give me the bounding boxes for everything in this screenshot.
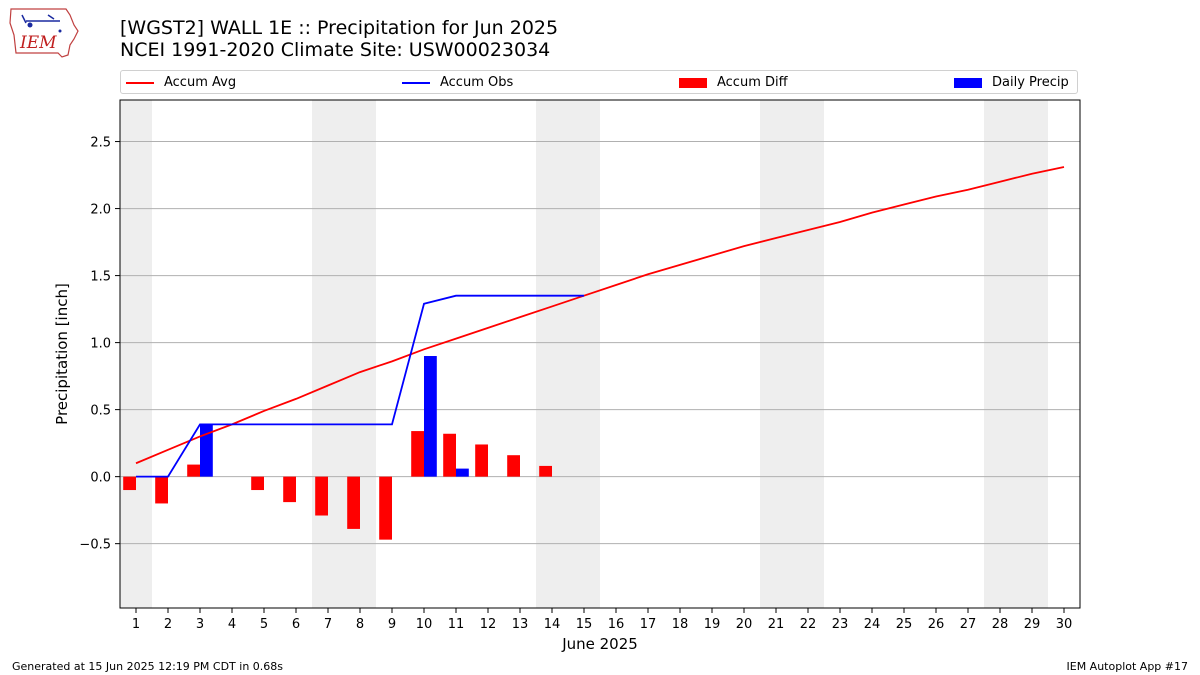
daily-precip-bar <box>200 424 213 477</box>
legend-daily-precip: Daily Precip <box>954 74 1069 92</box>
chart-title: [WGST2] WALL 1E :: Precipitation for Jun… <box>120 17 558 61</box>
weekend-band <box>760 100 824 608</box>
x-tick-label: 26 <box>928 617 945 632</box>
x-tick-label: 27 <box>960 617 977 632</box>
diff-bar <box>283 476 296 503</box>
weekend-band <box>536 100 600 608</box>
x-tick-label: 13 <box>512 617 529 632</box>
legend-swatch-accum-avg <box>126 81 154 84</box>
x-tick-label: 19 <box>704 617 721 632</box>
iem-logo: IEM <box>9 8 79 58</box>
x-tick-label: 20 <box>736 617 753 632</box>
legend-swatch-daily-precip <box>954 77 982 88</box>
x-tick-label: 24 <box>864 617 881 632</box>
y-tick-label: 0.5 <box>90 404 111 419</box>
logo-text: IEM <box>19 33 57 53</box>
x-tick-label: 1 <box>132 617 140 632</box>
x-tick-label: 25 <box>896 617 913 632</box>
diff-bar <box>379 476 392 540</box>
y-tick-label: 0.0 <box>90 471 111 486</box>
y-tick-label: 1.0 <box>90 337 111 352</box>
x-tick-label: 2 <box>164 617 172 632</box>
diff-bar <box>123 476 136 491</box>
x-tick-label: 21 <box>768 617 785 632</box>
accum-obs-line <box>136 294 584 478</box>
x-tick-label: 4 <box>228 617 236 632</box>
legend-accum-diff: Accum Diff <box>679 74 788 92</box>
chart-legend: Accum Avg Accum Obs Accum Diff Daily Pre… <box>120 70 1078 94</box>
weekend-band <box>984 100 1048 608</box>
accum-avg-line <box>135 166 1065 465</box>
plot-frame <box>119 99 1081 609</box>
diff-bar <box>187 464 200 477</box>
diff-bar <box>475 444 488 477</box>
diff-bar <box>411 431 424 477</box>
y-tick-label: 2.0 <box>90 203 111 218</box>
footer-app: IEM Autoplot App #17 <box>1066 660 1189 673</box>
legend-label-accum-avg: Accum Avg <box>164 75 237 90</box>
legend-accum-obs: Accum Obs <box>402 74 513 92</box>
x-tick-label: 10 <box>416 617 433 632</box>
x-tick-label: 9 <box>388 617 396 632</box>
x-tick-label: 7 <box>324 617 332 632</box>
x-tick-label: 23 <box>832 617 849 632</box>
x-axis-label: June 2025 <box>561 635 638 653</box>
legend-swatch-accum-obs <box>402 81 430 84</box>
x-tick-label: 14 <box>544 617 561 632</box>
weather-symbols-icon <box>21 14 60 24</box>
title-line-1: [WGST2] WALL 1E :: Precipitation for Jun… <box>120 17 559 39</box>
diff-bar <box>251 476 264 491</box>
x-tick-label: 12 <box>480 617 497 632</box>
legend-label-accum-diff: Accum Diff <box>717 75 788 90</box>
x-tick-label: 16 <box>608 617 625 632</box>
legend-label-daily-precip: Daily Precip <box>992 75 1069 90</box>
footer-generated: Generated at 15 Jun 2025 12:19 PM CDT in… <box>12 660 284 673</box>
weekend-band <box>312 100 376 608</box>
x-tick-label: 29 <box>1024 617 1041 632</box>
x-tick-label: 18 <box>672 617 689 632</box>
diff-bar <box>507 455 520 477</box>
iowa-outline-icon <box>9 8 79 58</box>
diff-bar <box>155 476 168 504</box>
x-tick-label: 15 <box>576 617 593 632</box>
daily-precip-bar <box>424 356 437 477</box>
x-tick-label: 5 <box>260 617 268 632</box>
diff-bar <box>315 476 328 516</box>
x-tick-label: 30 <box>1056 617 1073 632</box>
x-tick-label: 22 <box>800 617 817 632</box>
legend-swatch-accum-diff <box>679 77 707 88</box>
x-tick-label: 3 <box>196 617 204 632</box>
diff-bar <box>443 433 456 477</box>
x-tick-label: 6 <box>292 617 300 632</box>
x-tick-label: 11 <box>448 617 465 632</box>
diff-bar <box>347 476 360 529</box>
title-line-2: NCEI 1991-2020 Climate Site: USW00023034 <box>120 39 551 61</box>
x-tick-label: 17 <box>640 617 657 632</box>
diff-bar <box>539 465 552 477</box>
legend-label-accum-obs: Accum Obs <box>440 75 514 90</box>
x-tick-label: 28 <box>992 617 1009 632</box>
y-tick-label: −0.5 <box>79 538 111 553</box>
y-axis-label: Precipitation [inch] <box>53 283 71 425</box>
weekend-band <box>120 100 152 608</box>
y-tick-label: 1.5 <box>90 270 111 285</box>
daily-precip-bar <box>456 468 469 477</box>
legend-accum-avg: Accum Avg <box>126 74 236 92</box>
x-tick-label: 8 <box>356 617 364 632</box>
y-tick-label: 2.5 <box>90 136 111 151</box>
